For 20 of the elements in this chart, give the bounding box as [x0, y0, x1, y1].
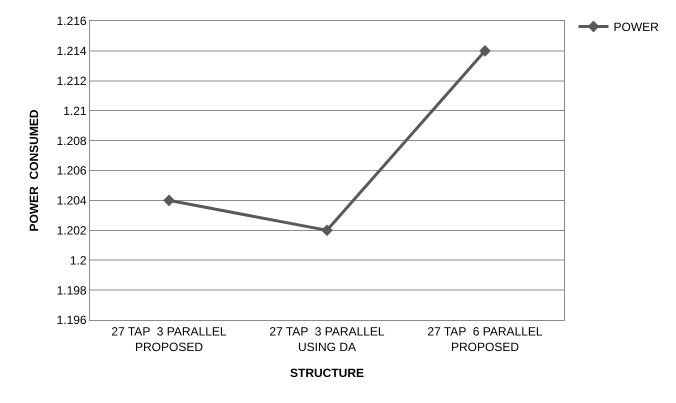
- y-tick-label: 1.208: [56, 134, 87, 148]
- x-tick-label: 27 TAP 3 PARALLEL PROPOSED: [111, 324, 227, 354]
- x-axis-title: STRUCTURE: [290, 366, 364, 380]
- y-axis-title: POWER CONSUMED: [26, 109, 41, 232]
- y-tick-label: 1.214: [56, 44, 87, 58]
- y-tick-label: 1.202: [56, 224, 87, 238]
- y-tick-label: 1.216: [56, 14, 87, 28]
- legend-label: POWER: [613, 20, 660, 34]
- y-tick-label: 1.204: [56, 194, 87, 208]
- point: [321, 224, 333, 236]
- y-tick-label: 1.2: [70, 253, 87, 268]
- y-tick-label: 1.212: [56, 74, 87, 88]
- point: [479, 45, 491, 57]
- y-tick-label: 1.206: [56, 164, 87, 178]
- y-tick-label: 1.21: [63, 104, 87, 118]
- y-tick-label: 1.198: [56, 283, 87, 298]
- x-tick-label: 27 TAP 3 PARALLEL USING DA: [269, 324, 385, 354]
- y-tick-label: 1.196: [56, 313, 87, 328]
- x-tick-label: 27 TAP 6 PARALLEL PROPOSED: [427, 324, 543, 354]
- point: [163, 194, 175, 206]
